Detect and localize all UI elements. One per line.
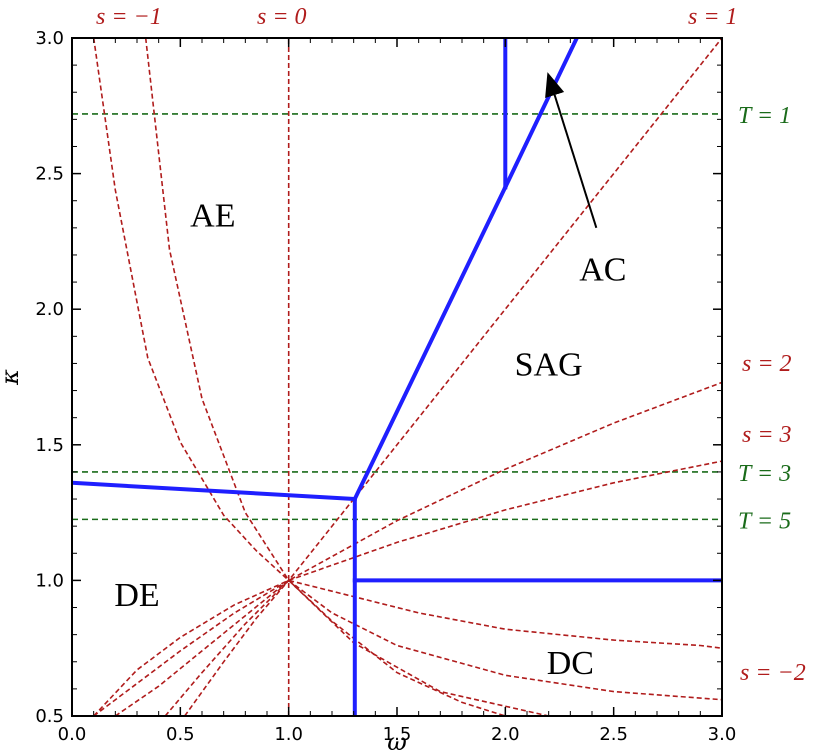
plot-frame-layer [71,37,723,717]
x-tick-label: 3.0 [708,724,737,745]
t-lines-layer: T = 1 T = 3 T = 5 [72,103,791,534]
s-curve-label: s = 3 [742,422,792,448]
phase-boundary-3 [502,38,580,190]
x-tick-label: 1.0 [274,724,303,745]
s-curve-3 [114,38,722,716]
s-curve-8 [164,579,722,716]
ticks-layer: 0.0 0.5 1.0 1.5 2.0 2.5 3.00.51.01.52.02.53.0 [35,28,736,745]
s-curves-layer: s = −1 s = 0 s = 1 s = 2 s = 3 s = −2 [92,4,806,716]
s-curve-4 [93,381,722,716]
y-tick-label: 1.0 [35,570,64,591]
s-curve-label: s = 1 [688,4,738,30]
x-tick-label: 1.5 [383,724,412,745]
t-line-label: T = 1 [738,103,791,129]
s-curve-1 [92,38,722,701]
labels-layer: ω κ AE AC SAG DE DC [0,72,626,756]
s-curve-label: s = 0 [257,4,307,30]
s-curve-label: s = 2 [742,351,792,377]
x-tick-label: 0.5 [166,724,195,745]
s-curve-label: s = −2 [740,660,806,686]
region-label-dc: DC [547,645,594,682]
x-tick-label: 2.0 [491,724,520,745]
y-tick-label: 2.0 [35,299,64,320]
boundaries-layer [72,38,722,716]
region-label-sag: SAG [515,346,583,383]
y-axis-title: κ [0,369,24,386]
t-line-label: T = 5 [738,508,791,534]
s-curve-7 [184,579,506,716]
phase-boundary-1 [72,480,357,502]
phase-boundary-2 [352,184,508,502]
y-tick-label: 2.5 [35,164,64,185]
x-tick-label: 2.5 [599,724,628,745]
y-tick-label: 3.0 [35,28,64,49]
region-label-ac: AC [579,252,626,289]
t-line-label: T = 3 [738,461,791,487]
s-curve-label: s = −1 [96,4,162,30]
x-axis-title: ω [387,728,407,756]
region-label-ae: AE [190,197,235,234]
plot-frame [71,37,723,717]
annotation-arrow [545,72,598,229]
region-label-de: DE [114,577,159,614]
x-tick-label: 0.0 [58,724,87,745]
s-curve-5 [93,460,722,716]
y-tick-label: 0.5 [35,706,64,727]
y-tick-label: 1.5 [35,435,64,456]
